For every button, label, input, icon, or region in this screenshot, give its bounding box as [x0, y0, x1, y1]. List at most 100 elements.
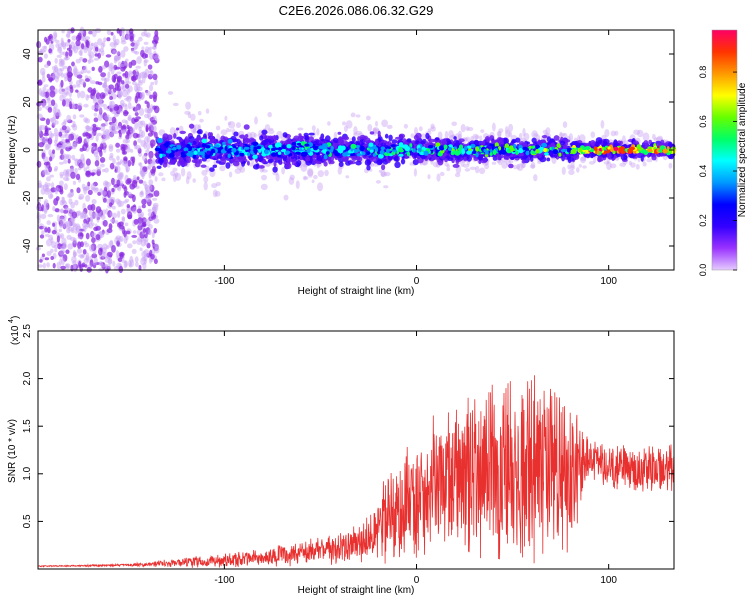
spectrogram-cell — [86, 132, 91, 140]
spectrogram-cell — [40, 102, 47, 106]
spectrogram-cell — [63, 183, 68, 191]
spectrogram-cell — [403, 123, 408, 129]
colorbar-tick-label: 0.8 — [698, 66, 708, 79]
spectrogram-cell — [315, 160, 322, 165]
spectrogram-cell — [44, 227, 48, 233]
spectrogram-cell — [268, 144, 274, 149]
spectrogram-cell — [44, 91, 50, 98]
spectrogram-cell — [83, 103, 89, 108]
spectrogram-cell — [497, 146, 502, 151]
spectrogram-cell — [148, 150, 154, 159]
spectrogram-cell — [88, 210, 94, 217]
spectrogram-cell — [492, 122, 496, 132]
spectrogram-cell — [497, 131, 502, 139]
spectrogram-cell — [420, 133, 427, 141]
spectrogram-cell — [508, 123, 514, 132]
spectrogram-cell — [238, 152, 245, 157]
spectrogram-cell — [364, 159, 372, 166]
spectrogram-cell — [145, 90, 151, 96]
spectrogram-cell — [206, 150, 211, 155]
spectrogram-cell — [261, 129, 268, 135]
spectrogram-cell — [60, 138, 66, 145]
spectrogram-cell — [149, 70, 154, 77]
spectrogram-cell — [74, 167, 78, 175]
spectrogram-cell — [176, 144, 182, 150]
spectrogram-cell — [600, 120, 605, 129]
spectrogram-cell — [41, 104, 46, 109]
spectrogram-cell — [113, 76, 116, 83]
spectrogram-cell — [40, 91, 46, 97]
spectrogram-x-tick-label: 0 — [414, 276, 420, 287]
spectrogram-cell — [50, 99, 56, 106]
spectrogram-cell — [113, 113, 119, 118]
spectrogram-cell — [84, 264, 88, 268]
spectrogram-cell — [130, 75, 135, 82]
spectrogram-cell — [100, 123, 106, 132]
spectrogram-cell — [199, 118, 204, 123]
spectrogram-cell — [367, 124, 373, 132]
spectrogram-cell — [475, 165, 480, 174]
spectrogram-cell — [209, 167, 215, 173]
spectrogram-cell — [63, 176, 69, 182]
spectrogram-cell — [350, 112, 356, 118]
spectrogram-cell — [613, 146, 619, 151]
spectrogram-cell — [112, 205, 116, 210]
spectrogram-cell — [432, 161, 439, 168]
spectrogram-cell — [147, 184, 153, 191]
spectrogram-cell — [633, 129, 641, 135]
spectrogram-cell — [77, 229, 81, 234]
spectrogram-cell — [192, 178, 196, 183]
spectrogram-cell — [305, 137, 309, 141]
spectrogram-cell — [77, 102, 83, 110]
spectrogram-cell — [239, 166, 246, 173]
spectrogram-cell — [584, 146, 591, 150]
spectrogram-cell — [259, 155, 264, 162]
spectrogram-cell — [116, 179, 121, 187]
spectrogram-cell — [100, 263, 106, 268]
spectrogram-cell — [215, 125, 221, 131]
spectrogram-cell — [91, 253, 98, 259]
spectrogram-cell — [602, 140, 608, 147]
spectrogram-cell — [350, 143, 357, 149]
spectrogram-cell — [115, 220, 119, 224]
spectrogram-cell — [117, 76, 121, 82]
spectrogram-cell — [148, 84, 154, 92]
spectrogram-cell — [93, 257, 99, 264]
spectrogram-cell — [410, 133, 415, 138]
spectrogram-cell — [332, 149, 338, 155]
spectrogram-cell — [153, 105, 160, 114]
spectrogram-cell — [131, 248, 137, 254]
spectrogram-cell — [65, 138, 70, 142]
spectrogram-cell — [419, 151, 425, 156]
spectrogram-cell — [91, 232, 97, 238]
spectrogram-cell — [313, 145, 318, 151]
spectrogram-cell — [62, 121, 67, 125]
spectrogram-cell — [104, 134, 111, 140]
spectrogram-cell — [311, 179, 315, 184]
spectrogram-cell — [381, 164, 386, 171]
spectrogram-cell — [332, 137, 339, 143]
spectrogram-cell — [466, 150, 472, 155]
spectrogram-cell — [511, 139, 516, 144]
spectrogram-cell — [79, 78, 85, 85]
spectrogram-cell — [210, 148, 216, 154]
spectrogram-cell — [465, 136, 471, 142]
spectrogram-cell — [146, 101, 150, 109]
spectrogram-cell — [166, 134, 173, 141]
spectrogram-cell — [439, 171, 445, 177]
spectrogram-cell — [226, 149, 233, 153]
spectrogram-cell — [153, 227, 158, 234]
spectrogram-cell — [59, 180, 64, 187]
spectrogram-cell — [188, 123, 195, 129]
spectrogram-cell — [193, 150, 198, 155]
spectrogram-cell — [234, 168, 242, 174]
spectrogram-cell — [79, 147, 84, 152]
spectrogram-cell — [578, 147, 583, 153]
spectrogram-cell — [86, 70, 91, 74]
spectrogram-cell — [506, 148, 512, 154]
spectrogram-cell — [147, 208, 152, 213]
spectrogram-cell — [125, 134, 130, 140]
spectrogram-x-label: Height of straight line (km) — [298, 286, 415, 297]
spectrogram-cell — [76, 187, 81, 194]
spectrogram-cell — [120, 80, 125, 85]
